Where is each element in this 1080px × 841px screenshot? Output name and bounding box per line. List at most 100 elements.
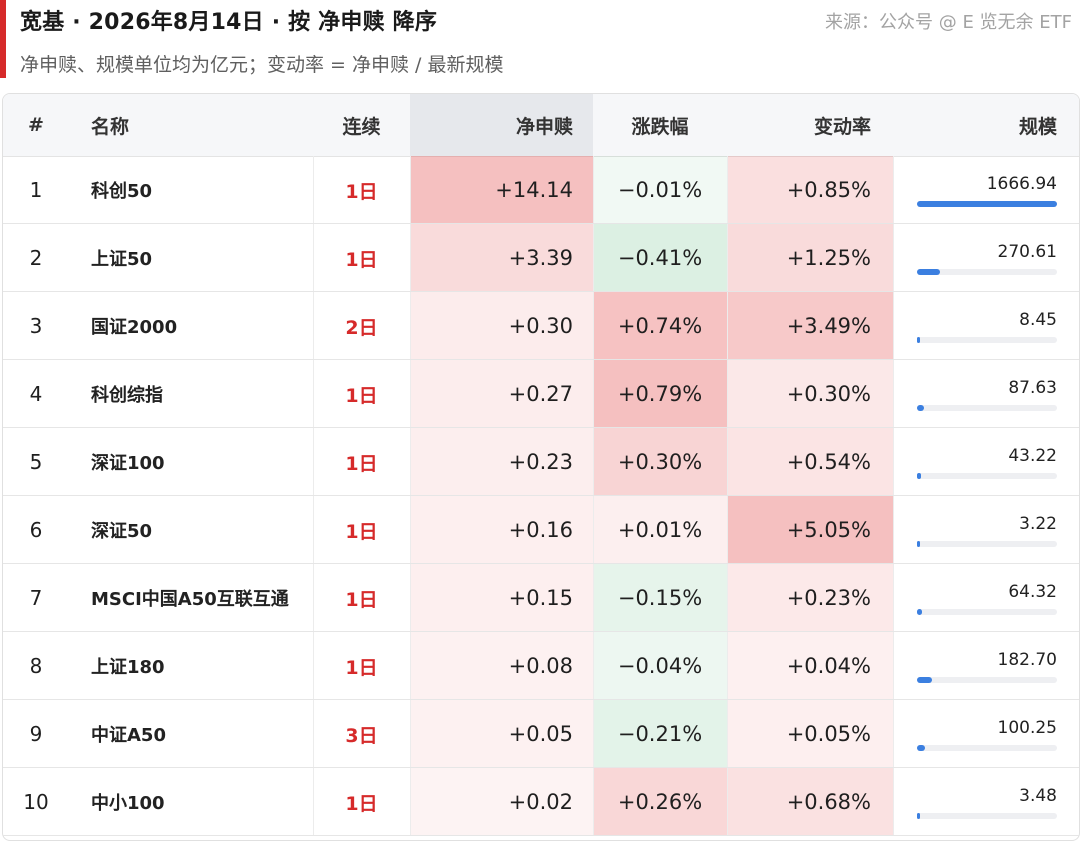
scale-bar-track — [917, 541, 1057, 547]
table-row[interactable]: 7 MSCI中国A50互联互通 1日 +0.15 −0.15% +0.23% 64.32 — [3, 564, 1079, 632]
column-divider — [313, 496, 314, 564]
column-header-change[interactable]: 涨跌幅 — [631, 115, 689, 138]
net-flow-cell: +0.15 — [410, 564, 593, 632]
column-header-name[interactable]: 名称 — [91, 115, 130, 138]
price-change-cell: −0.04% — [593, 632, 727, 700]
column-divider — [313, 292, 314, 360]
price-change-cell: +0.79% — [593, 360, 727, 428]
table-row[interactable]: 6 深证50 1日 +0.16 +0.01% +5.05% 3.22 — [3, 496, 1079, 564]
scale-cell: 3.22 — [893, 496, 1079, 564]
column-divider — [593, 428, 594, 496]
net-flow-cell: +3.39 — [410, 224, 593, 292]
row-divider — [3, 767, 1079, 768]
row-divider — [3, 563, 1079, 564]
scale-value: 3.48 — [1019, 786, 1057, 806]
column-divider — [893, 292, 894, 360]
page-subtitle: 净申赎、规模单位均为亿元；变动率 = 净申赎 / 最新规模 — [20, 54, 504, 76]
row-divider — [3, 699, 1079, 700]
column-divider — [410, 428, 411, 496]
streak-cell: 1日 — [345, 452, 378, 475]
row-divider — [3, 291, 1079, 292]
table-row[interactable]: 4 科创综指 1日 +0.27 +0.79% +0.30% 87.63 — [3, 360, 1079, 428]
column-divider — [893, 428, 894, 496]
net-flow-cell: +0.16 — [410, 496, 593, 564]
column-divider — [727, 292, 728, 360]
turnover-rate-cell: +1.25% — [727, 224, 893, 292]
column-header-turnover-rate[interactable]: 变动率 — [813, 115, 871, 138]
scale-cell: 3.48 — [893, 768, 1079, 836]
column-divider — [893, 768, 894, 836]
column-divider — [593, 496, 594, 564]
scale-cell: 270.61 — [893, 224, 1079, 292]
net-flow-cell: +0.30 — [410, 292, 593, 360]
price-change-cell: +0.01% — [593, 496, 727, 564]
fund-name-cell: 中小100 — [91, 793, 165, 814]
table-header-row: # 名称 连续 净申赎 涨跌幅 变动率 规模 — [3, 94, 1079, 157]
column-header-streak[interactable]: 连续 — [342, 115, 381, 138]
fund-name-cell: 上证50 — [91, 249, 153, 270]
table-row[interactable]: 3 国证2000 2日 +0.30 +0.74% +3.49% 8.45 — [3, 292, 1079, 360]
scale-bar-fill — [917, 677, 932, 683]
scale-cell: 1666.94 — [893, 156, 1079, 224]
rank-cell: 5 — [29, 450, 43, 474]
column-divider — [410, 496, 411, 564]
column-divider — [727, 224, 728, 292]
scale-cell: 64.32 — [893, 564, 1079, 632]
table-row[interactable]: 2 上证50 1日 +3.39 −0.41% +1.25% 270.61 — [3, 224, 1079, 292]
scale-value: 182.70 — [997, 650, 1057, 670]
rank-cell: 9 — [29, 722, 43, 746]
table-row[interactable]: 10 中小100 1日 +0.02 +0.26% +0.68% 3.48 — [3, 768, 1079, 836]
scale-value: 8.45 — [1019, 310, 1057, 330]
column-divider — [410, 700, 411, 768]
table-row[interactable]: 1 科创50 1日 +14.14 −0.01% +0.85% 1666.94 — [3, 156, 1079, 224]
column-header-scale[interactable]: 规模 — [1018, 115, 1057, 138]
column-divider — [727, 428, 728, 496]
streak-cell: 1日 — [345, 248, 378, 271]
column-divider — [313, 224, 314, 292]
scale-bar-fill — [917, 269, 940, 275]
turnover-rate-cell: +0.85% — [727, 156, 893, 224]
fund-name-cell: 中证A50 — [91, 725, 166, 746]
column-divider — [410, 360, 411, 428]
table-row[interactable]: 8 上证180 1日 +0.08 −0.04% +0.04% 182.70 — [3, 632, 1079, 700]
streak-cell: 1日 — [345, 792, 378, 815]
scale-bar-track — [917, 609, 1057, 615]
rank-cell: 3 — [29, 314, 43, 338]
streak-cell: 1日 — [345, 520, 378, 543]
row-divider — [3, 631, 1079, 632]
rank-cell: 10 — [23, 790, 49, 814]
price-change-cell: −0.41% — [593, 224, 727, 292]
net-flow-cell: +0.08 — [410, 632, 593, 700]
streak-cell: 1日 — [345, 180, 378, 203]
column-divider — [893, 496, 894, 564]
price-change-cell: +0.26% — [593, 768, 727, 836]
fund-name-cell: 科创综指 — [91, 385, 163, 406]
scale-cell: 8.45 — [893, 292, 1079, 360]
column-header-rank[interactable]: # — [28, 114, 44, 136]
scale-cell: 182.70 — [893, 632, 1079, 700]
column-divider — [593, 768, 594, 836]
column-divider — [313, 700, 314, 768]
table-row[interactable]: 5 深证100 1日 +0.23 +0.30% +0.54% 43.22 — [3, 428, 1079, 496]
column-divider — [593, 360, 594, 428]
scale-bar-track — [917, 405, 1057, 411]
scale-value: 1666.94 — [986, 174, 1057, 194]
fund-name-cell: MSCI中国A50互联互通 — [91, 589, 289, 610]
net-flow-cell: +0.27 — [410, 360, 593, 428]
net-flow-cell: +14.14 — [410, 156, 593, 224]
turnover-rate-cell: +0.68% — [727, 768, 893, 836]
column-divider — [313, 428, 314, 496]
column-divider — [893, 564, 894, 632]
column-divider — [893, 632, 894, 700]
title-accent-bar — [0, 0, 6, 78]
row-divider — [3, 495, 1079, 496]
column-divider — [593, 632, 594, 700]
scale-cell: 100.25 — [893, 700, 1079, 768]
price-change-cell: −0.01% — [593, 156, 727, 224]
column-header-net-flow[interactable]: 净申赎 — [410, 94, 593, 156]
column-divider — [593, 224, 594, 292]
turnover-rate-cell: +0.54% — [727, 428, 893, 496]
scale-bar-track — [917, 473, 1057, 479]
rank-cell: 1 — [29, 178, 43, 202]
table-row[interactable]: 9 中证A50 3日 +0.05 −0.21% +0.05% 100.25 — [3, 700, 1079, 768]
